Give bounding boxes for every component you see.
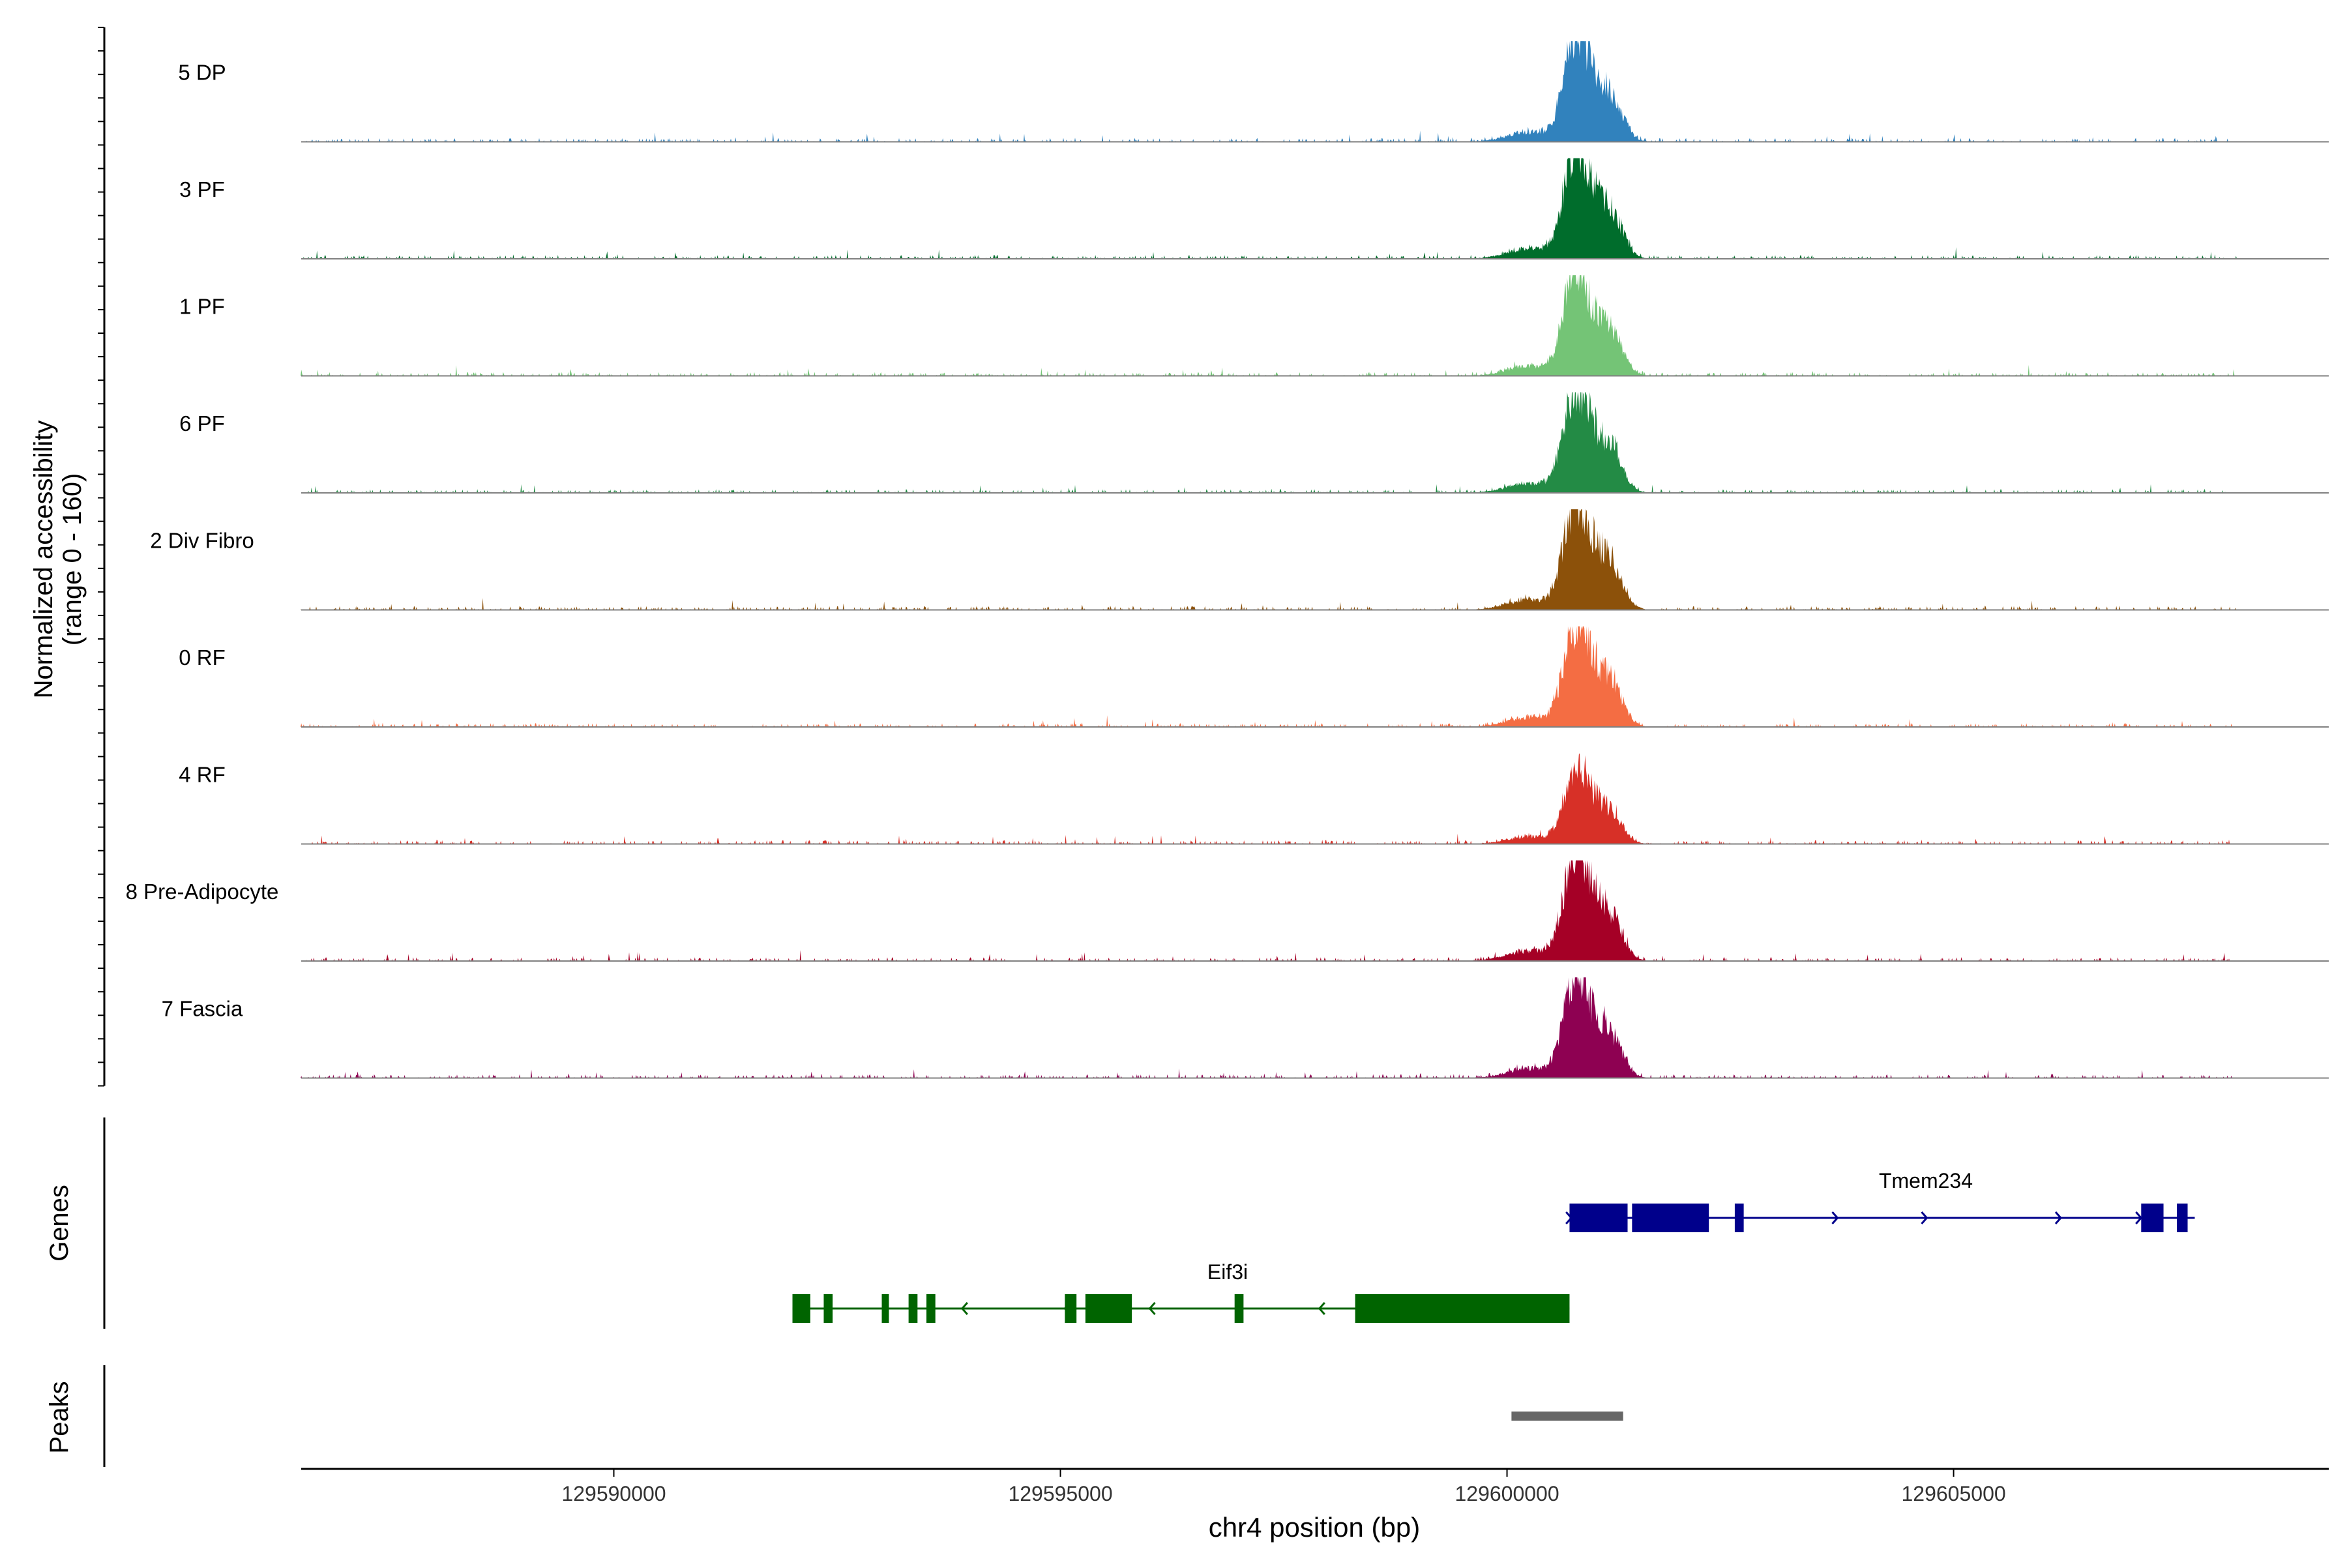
- coverage-area: [301, 158, 2237, 259]
- track-label: 3 PF: [179, 177, 225, 201]
- track-label: 4 RF: [179, 762, 226, 786]
- strand-arrow: [960, 1302, 968, 1315]
- strand-arrow: [1148, 1302, 1156, 1315]
- x-tick-label: 129600000: [1454, 1482, 1559, 1505]
- coverage-area: [301, 626, 2237, 727]
- x-axis-label: chr4 position (bp): [1209, 1512, 1421, 1543]
- genes-track-label: Genes: [45, 1185, 74, 1262]
- gene-exon: [1085, 1294, 1132, 1323]
- coverage-area: [301, 41, 2237, 142]
- gene-exon: [1355, 1294, 1570, 1323]
- gene-exon: [926, 1294, 936, 1323]
- y-axis: [98, 27, 106, 1087]
- gene-model: Eif3i: [792, 1260, 1570, 1323]
- coverage-track: 6 PF: [179, 392, 2329, 494]
- strand-arrow: [2054, 1211, 2062, 1224]
- coverage-area: [301, 860, 2237, 961]
- gene-label: Eif3i: [1207, 1260, 1248, 1284]
- y-axis-label-line1: Normalized accessibility: [29, 421, 58, 699]
- gene-exon: [881, 1294, 889, 1323]
- x-tick-label: 129595000: [1008, 1482, 1112, 1505]
- gene-exon: [2141, 1204, 2164, 1232]
- x-axis: 129590000 129595000 129600000 129605000: [301, 1468, 2329, 1505]
- gene-exon: [908, 1294, 918, 1323]
- track-label: 2 Div Fibro: [150, 528, 254, 552]
- coverage-area: [301, 753, 2237, 844]
- gene-model: Tmem234: [1565, 1169, 2195, 1232]
- gene-exon: [1569, 1204, 1628, 1232]
- strand-arrow: [1063, 1302, 1071, 1315]
- peak-region: [1511, 1412, 1623, 1421]
- track-label: 0 RF: [179, 645, 226, 670]
- gene-exon: [1734, 1204, 1744, 1232]
- strand-arrow: [2135, 1211, 2143, 1224]
- strand-arrow: [1831, 1211, 1839, 1224]
- coverage-track: 1 PF: [179, 275, 2329, 377]
- coverage-track: 3 PF: [179, 158, 2329, 259]
- x-tick-label: 129590000: [561, 1482, 666, 1505]
- gene-exon: [2177, 1204, 2188, 1232]
- coverage-tracks: 5 DP 3 PF 1 PF 6 PF 2 Div Fibro 0 RF 4 RF 8 Pre…: [126, 41, 2329, 1079]
- track-label: 6 PF: [179, 411, 225, 436]
- gene-label: Tmem234: [1879, 1169, 1973, 1192]
- coverage-track: 7 Fascia: [162, 977, 2329, 1079]
- strand-arrow: [1318, 1302, 1325, 1315]
- strand-arrow: [1921, 1211, 1928, 1224]
- track-label: 5 DP: [178, 60, 226, 84]
- coverage-track: 2 Div Fibro: [150, 509, 2329, 611]
- coverage-area: [301, 509, 2237, 610]
- gene-exon: [1632, 1204, 1709, 1232]
- strand-arrow: [1565, 1211, 1573, 1224]
- track-label: 7 Fascia: [162, 996, 243, 1020]
- coverage-area: [301, 977, 2237, 1078]
- coverage-track: 8 Pre-Adipocyte: [126, 860, 2329, 962]
- coverage-area: [301, 392, 2237, 493]
- coverage-track: 5 DP: [178, 41, 2329, 143]
- gene-track: Tmem234 Eif3i: [103, 1117, 2195, 1329]
- gene-exon: [823, 1294, 833, 1323]
- coverage-track: 0 RF: [179, 626, 2329, 728]
- gene-exon: [1234, 1294, 1244, 1323]
- gene-exon: [1065, 1294, 1077, 1323]
- x-tick-label: 129605000: [1901, 1482, 2005, 1505]
- coverage-area: [301, 275, 2237, 376]
- track-label: 8 Pre-Adipocyte: [126, 880, 279, 904]
- peak-track: [103, 1365, 1623, 1467]
- peaks-track-label: Peaks: [45, 1381, 74, 1453]
- y-axis-label-line2: (range 0 - 160): [58, 473, 87, 646]
- gene-exon: [792, 1294, 810, 1323]
- coverage-track: 4 RF: [179, 753, 2329, 845]
- track-label: 1 PF: [179, 294, 225, 318]
